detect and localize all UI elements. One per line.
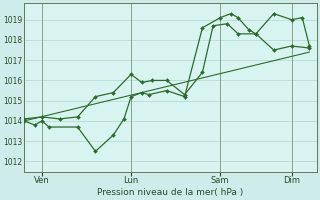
X-axis label: Pression niveau de la mer( hPa ): Pression niveau de la mer( hPa ) — [97, 188, 244, 197]
